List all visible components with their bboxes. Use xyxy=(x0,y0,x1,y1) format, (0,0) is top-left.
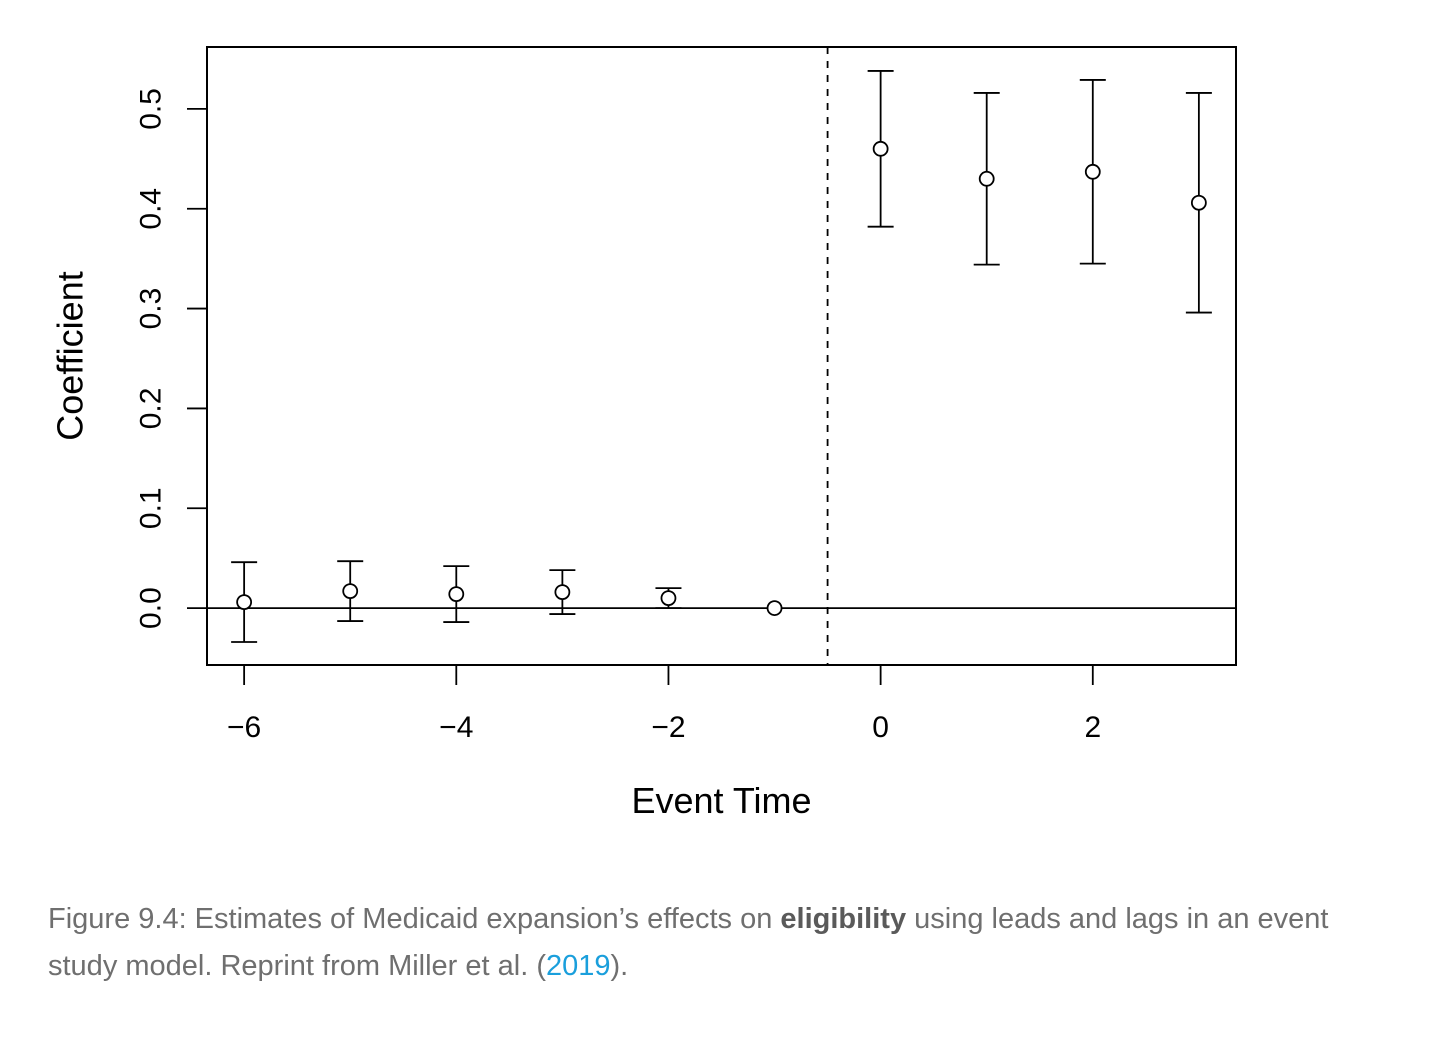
event-study-chart: −6 −4 −2 0 2 0.0 0.1 0.2 0.3 0.4 0.5 Event Time Coef… xyxy=(50,46,1237,821)
y-tick-label: 0.2 xyxy=(135,388,168,430)
data-point xyxy=(342,583,359,600)
y-tick-label: 0.0 xyxy=(135,587,168,629)
caption-middle: using leads and lags in an event study m… xyxy=(48,903,1329,982)
x-axis-label: Event Time xyxy=(631,780,811,821)
caption-bold-term: eligibility xyxy=(780,903,907,935)
marks-layer xyxy=(231,70,1212,643)
data-point xyxy=(554,584,571,601)
y-axis-label: Coefficient xyxy=(50,271,91,440)
x-tick-label: −4 xyxy=(439,711,473,744)
data-point xyxy=(766,600,783,616)
x-tick-label: 2 xyxy=(1084,711,1101,744)
data-point xyxy=(1084,163,1101,180)
y-tick-label: 0.4 xyxy=(135,188,168,230)
x-tick-label: 0 xyxy=(872,711,889,744)
labels-layer: −6 −4 −2 0 2 0.0 0.1 0.2 0.3 0.4 0.5 Event Time Coef… xyxy=(50,88,1102,821)
plot-layer xyxy=(187,46,1237,685)
data-point xyxy=(448,586,465,603)
y-tick-label: 0.1 xyxy=(135,487,168,529)
plot-frame xyxy=(206,46,1237,666)
data-point xyxy=(872,140,889,157)
y-tick-label: 0.5 xyxy=(135,88,168,130)
data-point xyxy=(236,594,253,611)
data-point xyxy=(660,590,677,607)
data-point xyxy=(1190,194,1207,211)
x-tick-label: −2 xyxy=(651,711,685,744)
x-tick-label: −6 xyxy=(227,711,261,744)
citation-year-link[interactable]: 2019 xyxy=(545,950,611,982)
caption-suffix: ). xyxy=(610,950,629,982)
data-point xyxy=(978,170,995,187)
caption-prefix: Figure 9.4: Estimates of Medicaid expans… xyxy=(48,903,781,935)
y-tick-label: 0.3 xyxy=(135,288,168,330)
figure-caption: Figure 9.4: Estimates of Medicaid expans… xyxy=(48,896,1348,990)
